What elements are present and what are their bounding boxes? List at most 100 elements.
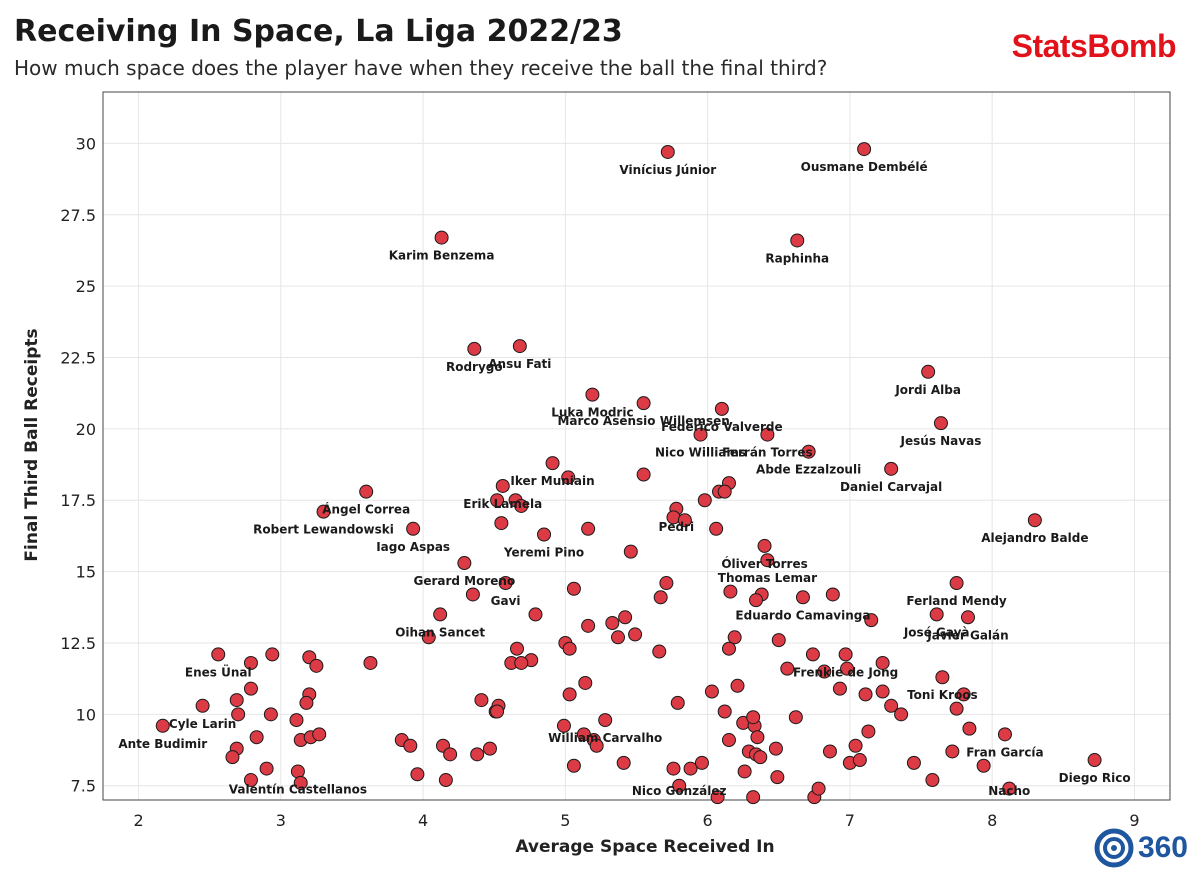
data-point [1002,781,1017,796]
point-label: Iago Aspas [376,540,450,554]
data-point [309,658,324,673]
point-label: Luka Modric [551,406,633,420]
data-point [822,744,837,759]
data-point [403,738,418,753]
data-point [490,704,505,719]
data-point [670,695,685,710]
data-point [660,144,675,159]
point-label: Yeremi Pino [503,546,584,560]
point-label: Ferrán Torres [722,446,812,460]
data-point [498,576,513,591]
data-point [760,553,775,568]
data-point [949,576,964,591]
data-point [566,758,581,773]
grid-lines [103,92,1170,800]
data-point [884,698,899,713]
point-label: Valentín Castellanos [229,782,367,796]
data-point [857,142,872,157]
point-label: Toni Kroos [907,688,978,702]
chart-subtitle: How much space does the player have when… [14,56,828,80]
data-point [753,750,768,765]
data-point [556,718,571,733]
data-point [805,647,820,662]
data-point [790,233,805,248]
point-label: Óliver Torres [721,556,807,571]
data-point [861,724,876,739]
data-point [875,684,890,699]
data-point [482,741,497,756]
data-point [467,341,482,356]
point-label: Rodrygo [446,360,503,374]
data-point [997,727,1012,742]
data-point [561,470,576,485]
data-point [605,616,620,630]
data-point [359,484,374,499]
point-label: Alejandro Balde [981,531,1088,545]
data-point [509,641,524,656]
data-point [683,761,698,776]
point-label: Raphinha [765,251,829,265]
data-point [1027,513,1042,528]
data-point [949,701,964,716]
y-tick-label: 25 [76,277,96,296]
data-point [875,655,890,670]
data-point [933,416,948,431]
data-point [770,770,785,785]
data-point [512,339,527,354]
data-point [710,790,725,805]
data-point [155,718,170,733]
data-point [410,767,425,782]
point-label: Cyle Larin [169,717,236,731]
point-label: Ansu Fati [488,357,551,371]
x-tick-label: 3 [276,811,286,830]
point-label: Nico González [632,784,727,798]
data-point [433,607,448,622]
y-axis-label: Final Third Ball Receipts [22,328,42,561]
data-point [229,693,244,708]
data-point [636,467,651,482]
point-labels: Ousmane Dembélé Vinícius Júnior Karim Benz… [118,160,1130,798]
data-point [363,655,378,670]
y-tick-label: 12.5 [60,634,96,653]
data-point [566,581,581,596]
data-point [760,427,775,442]
data-point [840,661,855,676]
data-point [929,607,944,622]
data-point [293,775,308,790]
data-point [562,641,577,656]
data-point [470,747,485,762]
data-point [746,710,761,725]
data-point [894,707,909,722]
x-tick-label: 9 [1129,811,1139,830]
data-point [528,607,543,622]
point-label: Diego Rico [1059,771,1131,785]
data-point [771,633,786,648]
x-tick-label: 2 [133,811,143,830]
data-point [801,444,816,459]
data-point [225,750,240,765]
chart-title: Receiving In Space, La Liga 2022/23 [14,14,623,49]
data-point [589,738,604,753]
point-label: William Carvalho [548,731,662,745]
data-point [243,773,258,788]
target-icon [1094,828,1134,868]
point-label: Gerard Moreno [413,574,515,588]
y-tick-label: 30 [76,134,96,153]
data-point [299,695,314,710]
data-point [434,230,449,245]
data-point [697,493,712,508]
data-point [757,538,772,553]
data-point [956,687,971,702]
data-point [514,655,529,670]
data-point [717,484,732,499]
point-label: Gavi [491,594,521,608]
axis-ticks: 2 3 4 5 6 7 8 9 7.5 10 12.5 15 17.5 20 22.5 25 27.5 30 [60,134,1139,830]
data-point [406,521,421,536]
y-tick-label: 22.5 [60,349,96,368]
data-point [768,741,783,756]
point-label: Erik Lamela [463,497,542,511]
data-point [960,610,975,625]
data-point [243,681,258,696]
data-point [935,670,950,685]
